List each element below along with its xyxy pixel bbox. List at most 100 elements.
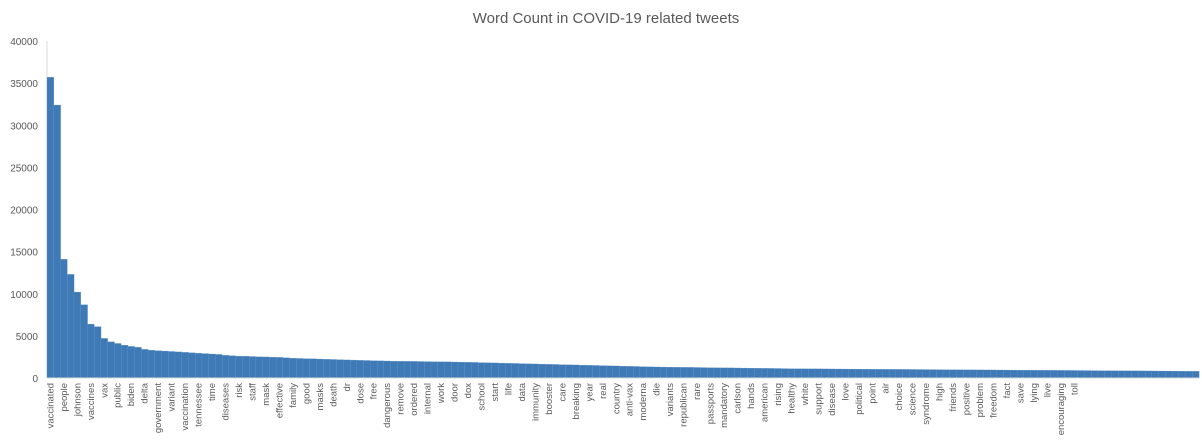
bar [868, 369, 876, 379]
bar [814, 368, 823, 379]
bar [558, 364, 567, 379]
bar [531, 363, 540, 379]
x-tick-label: real [598, 383, 609, 399]
x-tick-label: remove [396, 383, 407, 415]
bar [174, 351, 183, 379]
bar [841, 368, 849, 379]
bar [828, 368, 836, 379]
bar [619, 365, 627, 379]
bar [424, 361, 432, 379]
bar [397, 361, 405, 379]
bar [255, 356, 263, 379]
x-tick-label: fact [1002, 383, 1013, 399]
bar [1037, 370, 1045, 379]
y-tick-label: 0 [32, 374, 38, 385]
x-tick-label: vax [99, 383, 110, 398]
bar [302, 358, 311, 379]
bar [53, 104, 61, 379]
x-tick-label: friends [948, 383, 959, 412]
bar [228, 355, 236, 379]
bar [787, 368, 796, 379]
x-tick-label: variants [665, 383, 676, 417]
bar [437, 361, 445, 379]
bar [168, 351, 176, 379]
bar [60, 259, 68, 379]
bar [949, 369, 957, 379]
bar [343, 359, 351, 379]
bar [626, 366, 634, 379]
bar [363, 360, 371, 379]
bar [922, 369, 930, 379]
x-tick-label: public [113, 383, 124, 408]
x-tick-label: moderna [638, 382, 649, 420]
bar [720, 367, 728, 379]
x-tick-label: die [652, 383, 663, 396]
bar [747, 368, 755, 379]
bar [606, 365, 614, 379]
bar [1016, 369, 1025, 379]
bar [1097, 370, 1105, 379]
x-tick-label: effective [274, 383, 285, 418]
bar [154, 350, 162, 379]
bar [262, 356, 270, 379]
x-tick-label: risk [234, 383, 245, 398]
bar [350, 359, 358, 379]
x-tick-label: government [153, 383, 164, 434]
bar [552, 364, 560, 379]
bar [996, 369, 1004, 379]
bar [579, 364, 587, 379]
x-tick-label: political [854, 383, 865, 415]
bar [983, 369, 991, 379]
x-tick-label: carlson [733, 383, 744, 414]
bar [565, 364, 573, 379]
bar [289, 358, 297, 379]
x-tick-label: life [503, 383, 514, 395]
bar [700, 367, 708, 379]
bar [1111, 370, 1119, 379]
x-tick-label: point [867, 383, 878, 404]
bar [875, 369, 883, 379]
bar [915, 369, 924, 379]
bar [1030, 370, 1038, 379]
bar [525, 363, 533, 379]
bar [976, 369, 984, 379]
bar [727, 367, 735, 379]
x-tick-label: disease [827, 383, 838, 416]
x-tick-label: toll [1069, 383, 1080, 395]
bar [754, 368, 762, 379]
bar [1010, 369, 1018, 379]
bar [1064, 370, 1072, 379]
bar [370, 360, 378, 379]
bar [767, 368, 775, 379]
x-tick-label: breaking [571, 383, 582, 419]
bar [646, 366, 654, 379]
bar [323, 359, 331, 379]
bar [707, 367, 715, 379]
bar [1131, 370, 1139, 379]
bar [1070, 370, 1079, 379]
x-tick-label: diseases [221, 383, 232, 421]
x-tick-label: anti-vax [625, 383, 636, 417]
y-tick-label: 30000 [10, 121, 38, 132]
bar [504, 363, 513, 379]
x-tick-label: syndrome [921, 383, 932, 425]
x-tick-label: vaccines [86, 383, 97, 420]
bar [1171, 370, 1180, 379]
x-tick-label: vaccination [180, 383, 191, 431]
x-tick-label: johnson [72, 383, 83, 417]
x-tick-label: mandatory [719, 383, 730, 428]
bar [403, 361, 412, 379]
bar [821, 368, 829, 379]
x-tick-label: staff [247, 383, 258, 401]
x-tick-label: high [935, 383, 946, 401]
bar [909, 369, 917, 379]
x-tick-label: immunity [530, 383, 541, 421]
x-tick-label: care [557, 383, 568, 401]
bar [222, 355, 230, 379]
x-tick-label: biden [126, 383, 137, 406]
bar [545, 364, 553, 379]
bar [936, 369, 944, 379]
bar [87, 323, 95, 379]
x-tick-label: dangerous [382, 383, 393, 428]
bar [242, 356, 250, 379]
